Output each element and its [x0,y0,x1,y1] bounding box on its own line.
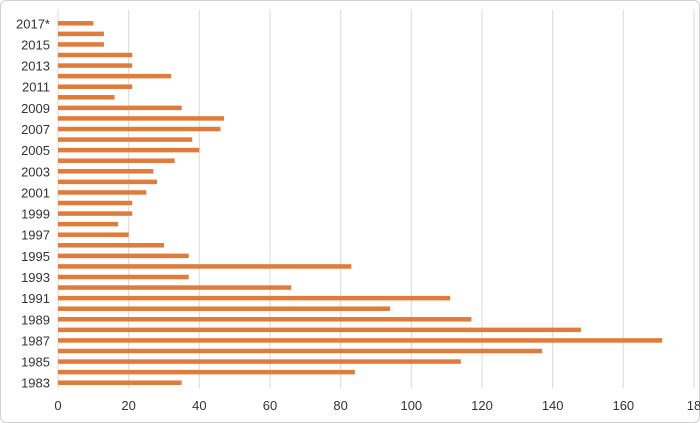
x-tick-label: 120 [471,398,493,413]
bar-2013 [58,63,133,68]
bar-2015 [58,42,104,47]
bar-2011 [58,84,133,89]
bar-2006 [58,137,193,142]
bar-1989 [58,317,472,322]
y-tick-label: 1985 [21,355,50,370]
y-tick-label: 1999 [21,207,50,222]
bar-1983 [58,380,182,385]
bar-1987 [58,338,663,343]
x-tick-label: 40 [192,398,206,413]
y-tick-label: 1993 [21,270,50,285]
y-tick-label: 2015 [21,37,50,52]
y-tick-label: 2007 [21,122,50,137]
x-tick-label: 0 [54,398,61,413]
x-tick-label: 80 [333,398,347,413]
bar-1999 [58,211,133,216]
bar-1986 [58,348,543,354]
bar-2000 [58,200,133,206]
bar-1997 [58,232,129,237]
y-tick-label: 1997 [21,228,50,243]
bar-2009 [58,105,182,111]
bar-1996 [58,243,164,248]
bar-2003 [58,169,154,174]
y-tick-label: 1987 [21,333,50,348]
bar-1991 [58,295,451,301]
bar-1992 [58,285,292,290]
bar-2002 [58,179,157,185]
gridlines [57,10,695,388]
bar-2007 [58,126,221,132]
x-tick-label: 18 [687,398,700,413]
bar-1988 [58,327,581,333]
y-tick-label: 1991 [21,291,50,306]
x-tick-label: 60 [263,398,277,413]
y-tick-label: 2005 [21,143,50,158]
bar-2005 [58,147,200,153]
bar-1994 [58,264,352,269]
bar-2016 [58,31,104,37]
y-tick-label: 1983 [21,376,50,391]
bar-1995 [58,253,189,259]
x-tick-label: 100 [400,398,422,413]
bar-2008 [58,116,225,121]
y-tick-label: 2001 [21,185,50,200]
x-tick-label: 140 [542,398,564,413]
bar-1984 [58,369,355,375]
bar-1998 [58,221,119,227]
bar-2001 [58,190,147,195]
bars [58,21,663,385]
x-tick-label: 160 [612,398,634,413]
y-tick-label: 1995 [21,249,50,264]
x-tick-label: 20 [121,398,135,413]
x-axis-labels: 0 20 40 60 80 100 120 140 160 18 [54,398,700,413]
bar-1985 [58,359,461,364]
y-tick-label: 2003 [21,164,50,179]
bar-1993 [58,274,189,280]
bar-1990 [58,306,391,311]
y-tick-label: 2009 [21,101,50,116]
bar-2010 [58,95,115,100]
y-tick-label: 1989 [21,312,50,327]
bar-2017* [58,21,94,26]
bar-2004 [58,158,175,163]
y-tick-label: 2011 [22,80,50,95]
y-tick-label: 2017* [16,16,50,31]
bar-2014 [58,52,133,58]
bar-2012 [58,73,172,79]
y-tick-label: 2013 [21,59,50,74]
y-axis-labels: 1983 1985 1987 1989 1991 1993 1995 1997 1999 2001… [16,16,50,390]
